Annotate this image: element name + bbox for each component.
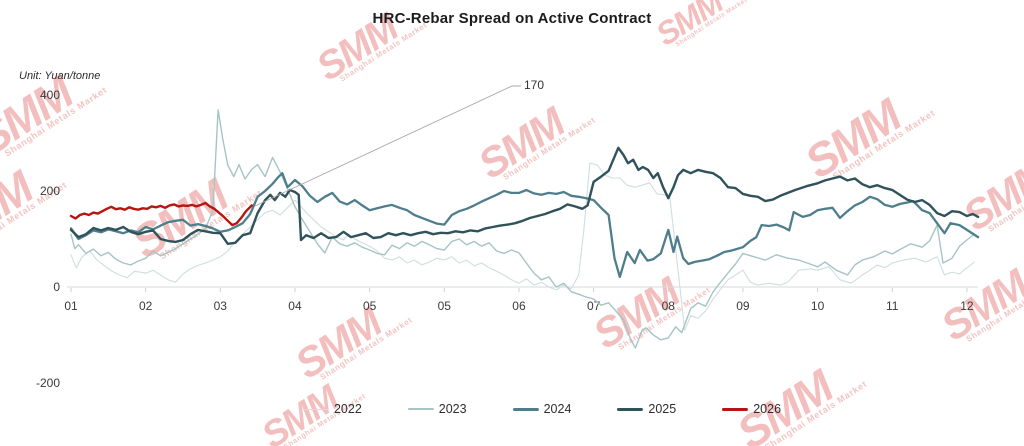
legend-swatch-2022 xyxy=(302,408,329,410)
annotation-last-value: 170 xyxy=(524,78,545,92)
y-tick-label: 0 xyxy=(53,280,60,294)
x-tick-label: 12 xyxy=(960,299,974,313)
legend-item-2023[interactable]: 2023 xyxy=(407,402,467,416)
x-tick-label: 11 xyxy=(886,299,899,313)
x-tick-label: 10 xyxy=(811,299,825,313)
y-axis-labels: 400 200 0 -200 xyxy=(36,88,60,390)
legend-swatch-2024 xyxy=(512,407,539,411)
unit-label: Unit: Yuan/tonne xyxy=(19,70,101,82)
x-tick-label: 05 xyxy=(363,299,377,313)
x-tick-label: 04 xyxy=(288,299,302,313)
x-tick-label: 03 xyxy=(214,299,228,313)
legend-swatch-2023 xyxy=(407,408,434,410)
legend-item-2022[interactable]: 2022 xyxy=(302,402,362,416)
x-tick-label: 06 xyxy=(512,299,526,313)
chart-legend: 2022 2023 2024 2025 2026 xyxy=(302,402,781,416)
legend-swatch-2025 xyxy=(617,407,644,411)
legend-label-2022: 2022 xyxy=(333,402,362,416)
x-tick-label: 02 xyxy=(139,299,153,313)
legend-label-2026: 2026 xyxy=(753,402,782,416)
series-line-2025 xyxy=(69,146,980,246)
x-tick-label: 01 xyxy=(64,299,78,313)
legend-label-2025: 2025 xyxy=(648,402,677,416)
x-tick-label: 07 xyxy=(587,299,601,313)
x-tick-label: 09 xyxy=(736,299,750,313)
annotation-callout-line xyxy=(254,85,521,207)
legend-item-2024[interactable]: 2024 xyxy=(512,402,572,416)
legend-label-2023: 2023 xyxy=(438,402,467,416)
y-tick-label: -200 xyxy=(36,376,60,390)
series-line-2022 xyxy=(70,162,975,331)
y-tick-label: 200 xyxy=(40,184,60,198)
legend-item-2026[interactable]: 2026 xyxy=(722,402,781,416)
legend-label-2024: 2024 xyxy=(543,402,572,416)
series-line-2026 xyxy=(69,201,253,227)
x-tick-label: 08 xyxy=(662,299,676,313)
series-line-2023 xyxy=(70,109,976,349)
legend-swatch-2026 xyxy=(722,407,749,411)
series-line-2024 xyxy=(69,172,980,279)
y-tick-label: 400 xyxy=(40,88,60,102)
x-tick-label: 05 xyxy=(438,299,452,313)
legend-item-2025[interactable]: 2025 xyxy=(617,402,676,416)
chart-title: HRC-Rebar Spread on Active Contract xyxy=(372,10,652,27)
x-axis: 01 02 03 04 05 05 06 07 08 09 10 11 12 xyxy=(64,286,978,313)
